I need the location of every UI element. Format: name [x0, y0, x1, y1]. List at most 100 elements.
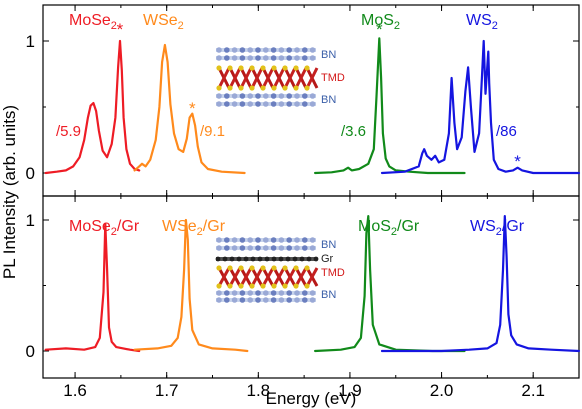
inset-bottom-bn-2-atom — [302, 290, 308, 296]
label-wse2: WSe2 — [143, 12, 184, 32]
inset-top-label-bn-1: BN — [321, 49, 336, 61]
inset-top-bn-2-atom — [302, 93, 308, 99]
inset-top-bn-2-atom — [294, 93, 300, 99]
inset-top-bn-2b-atom — [309, 101, 316, 107]
inset-bottom-bn-1b-atom — [278, 245, 285, 251]
inset-top-tmd-bond — [294, 67, 308, 89]
inset-bottom-tmd-chalcogen — [282, 265, 288, 271]
inset-bottom-bn-2-atom — [263, 290, 269, 296]
inset-bottom-gr-atom — [243, 256, 249, 262]
x-axis-label: Energy (eV) — [266, 389, 357, 408]
inset-top-bn-2b-atom — [278, 101, 285, 107]
inset-bottom-tmd-chalcogen — [282, 283, 288, 289]
top-panel-series — [44, 37, 581, 175]
inset-top-tmd-bond — [305, 67, 319, 89]
inset-top-tmd-bond — [261, 67, 275, 89]
inset-bottom-bn-2b-atom — [286, 297, 293, 303]
inset-bottom-tmd-bond — [294, 267, 308, 287]
inset-bottom-bn-2-atom — [247, 290, 253, 296]
inset-bottom-bn-1-atom — [294, 237, 300, 243]
inset-bottom-bn-2-atom — [294, 290, 300, 296]
inset-bottom-bn-2-atom — [255, 290, 261, 296]
xtick-label: 2.1 — [521, 381, 545, 400]
inset-top-bn-2b-atom — [294, 101, 300, 107]
inset-bottom-bn-2-atom — [309, 290, 316, 296]
inset-bottom-bn-1-atom — [231, 237, 238, 243]
inset-top-tmd-bond — [228, 67, 242, 89]
inset-top-bn-1-atom — [216, 47, 222, 53]
inset-bottom-bn-2b-atom — [278, 297, 285, 303]
inset-top-bn-1-atom — [247, 47, 253, 53]
inset-bottom-bn-2b-atom — [231, 297, 238, 303]
xtick-label: 1.9 — [338, 381, 362, 400]
inset-bottom-tmd-chalcogen — [271, 283, 277, 289]
bottom-panel-series — [44, 215, 581, 353]
inset-bottom-bn-1-atom — [302, 237, 308, 243]
y-axis-label: PL Intensity (arb. units) — [0, 105, 19, 279]
inset-bottom-bn-1-atom — [278, 237, 285, 243]
inset-top-tmd-chalcogen — [271, 85, 277, 91]
inset-bottom-bn-1b-atom — [294, 245, 300, 251]
inset-top-bn-1-atom — [302, 47, 308, 53]
label-ws2: WS2 — [466, 12, 498, 32]
inset-top-tmd-bond — [272, 67, 286, 89]
inset-bottom-tmd-bond — [239, 267, 253, 287]
label-mos2: MoS2 — [361, 12, 400, 32]
inset-bottom-bn-2b-atom — [255, 297, 261, 303]
inset-bottom-bn-2-atom — [278, 290, 285, 296]
xtick-label: 1.7 — [155, 381, 179, 400]
peak-star-marker: * — [189, 99, 196, 118]
inset-top-bn-2-atom — [263, 93, 269, 99]
inset-top-bn-2-atom — [247, 93, 253, 99]
series-line-mos2-gr — [314, 215, 466, 353]
inset-top-bn-2-atom — [270, 93, 277, 99]
inset-top-label-bn-2: BN — [321, 94, 336, 106]
inset-bottom-bn-1-atom — [224, 237, 230, 243]
inset-bottom-gr-atom — [264, 256, 270, 262]
inset-bottom-gr-atom — [306, 256, 312, 262]
inset-top-bn-2b-atom — [239, 101, 246, 107]
inset-top-bn-2b-atom — [224, 101, 230, 107]
inset-top-bn-1-atom — [239, 47, 246, 53]
inset-top-bn-1b-atom — [278, 55, 285, 61]
inset-bottom-bn-2b-atom — [239, 297, 246, 303]
inset-bottom-tmd-bond — [283, 267, 297, 287]
inset-top-bn-2-atom — [255, 93, 261, 99]
inset-bottom-gr-atom — [271, 256, 277, 262]
inset-bottom-label-gr: Gr — [321, 253, 334, 265]
inset-bottom-label-bn-2: BN — [321, 289, 336, 301]
inset-bottom-bn-1b-atom — [216, 245, 222, 251]
inset-top-bn-2b-atom — [263, 101, 269, 107]
inset-top-bn-1-atom — [224, 47, 230, 53]
scale-mose2: /5.9 — [56, 123, 81, 140]
inset-top-bn-2b-atom — [247, 101, 253, 107]
inset-bottom-bn-1b-atom — [247, 245, 253, 251]
inset-top-bn-1b-atom — [302, 55, 308, 61]
inset-top-bn-2-atom — [239, 93, 246, 99]
series-line-mose2 — [44, 39, 141, 175]
inset-bottom-tmd-chalcogen — [249, 283, 255, 289]
inset-bottom-gr-atom — [222, 256, 228, 262]
inset-top-tmd-chalcogen — [293, 65, 299, 71]
inset-top-bn-2-atom — [224, 93, 230, 99]
inset-bottom-tmd-chalcogen — [249, 265, 255, 271]
inset-bottom-tmd-bond — [261, 267, 275, 287]
inset-bottom-bn-2b-atom — [263, 297, 269, 303]
series-line-mose2-gr — [44, 222, 141, 353]
inset-top-bn-1b-atom — [286, 55, 293, 61]
inset-top-bn-1-atom — [231, 47, 238, 53]
inset-top-bn-1b-atom — [224, 55, 230, 61]
inset-bottom-bn-2-atom — [239, 290, 246, 296]
inset-top-bn-2b-atom — [302, 101, 308, 107]
inset-bottom-bn-1-atom — [255, 237, 261, 243]
inset-top-tmd-chalcogen — [238, 65, 244, 71]
inset-bottom-bn-1-atom — [270, 237, 277, 243]
series-line-wse2-gr — [133, 218, 249, 353]
inset-top-bn-2b-atom — [216, 101, 222, 107]
inset-bottom-bn-1b-atom — [270, 245, 277, 251]
inset-bottom-bn-2b-atom — [216, 297, 222, 303]
inset-top-tmd-bond — [239, 67, 253, 89]
inset-top-bn-1b-atom — [294, 55, 300, 61]
inset-bottom-gr-atom — [278, 256, 284, 262]
inset-top-tmd-chalcogen — [238, 85, 244, 91]
